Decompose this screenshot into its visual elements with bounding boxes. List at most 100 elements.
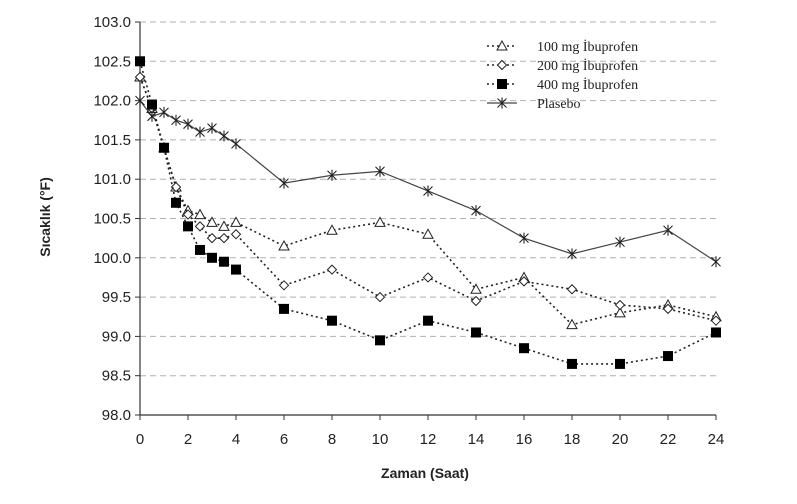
data-point xyxy=(615,358,625,369)
data-point xyxy=(567,358,577,369)
data-point xyxy=(423,185,433,197)
data-point xyxy=(159,142,169,153)
data-point xyxy=(663,224,673,236)
data-point xyxy=(519,232,529,244)
data-point xyxy=(219,256,229,267)
data-point xyxy=(422,272,434,283)
y-tick-label: 102.0 xyxy=(93,93,131,110)
series-line xyxy=(139,76,717,322)
legend-marker xyxy=(497,97,507,109)
y-tick-label: 99.0 xyxy=(102,328,131,345)
x-tick-label: 20 xyxy=(612,431,629,448)
x-tick-label: 22 xyxy=(660,431,677,448)
data-point xyxy=(171,197,181,208)
series-4 xyxy=(135,95,721,268)
data-point xyxy=(279,303,289,314)
data-point xyxy=(207,252,217,263)
y-tick-label: 100.5 xyxy=(93,211,131,228)
data-point xyxy=(327,315,337,326)
data-point xyxy=(218,220,230,231)
x-tick-label: 10 xyxy=(372,431,389,448)
data-point xyxy=(207,122,217,134)
x-tick-label: 2 xyxy=(184,431,192,448)
data-point xyxy=(194,208,206,220)
legend-label: Plasebo xyxy=(537,97,581,112)
data-point xyxy=(614,306,626,318)
legend-label: 100 mg İbuprofen xyxy=(537,39,638,55)
x-tick-label: 24 xyxy=(708,431,725,448)
data-point xyxy=(711,256,721,268)
data-point xyxy=(374,291,386,303)
x-tick-label: 12 xyxy=(420,431,437,448)
data-point xyxy=(147,110,157,122)
data-point xyxy=(147,99,157,110)
y-tick-label: 98.0 xyxy=(102,407,131,424)
data-point xyxy=(195,126,205,138)
axes: 98.0 98.5 99.0 99.5 100.0 100.5 101.0 101.5 102.… xyxy=(93,14,724,448)
legend-marker xyxy=(496,59,508,71)
data-point xyxy=(206,216,218,227)
data-point xyxy=(231,138,241,150)
legend-item: 400 mg İbuprofen xyxy=(487,77,638,93)
x-tick-label: 18 xyxy=(564,431,581,448)
legend-item: Plasebo xyxy=(487,97,581,112)
data-point xyxy=(471,327,481,338)
data-point xyxy=(278,239,290,251)
data-point xyxy=(134,71,146,83)
data-point xyxy=(615,236,625,248)
data-point xyxy=(194,221,206,232)
x-tick-label: 8 xyxy=(328,431,336,448)
data-point xyxy=(326,264,338,275)
data-point xyxy=(170,181,182,193)
x-tick-label: 14 xyxy=(468,431,485,448)
data-point xyxy=(230,216,242,227)
data-point xyxy=(231,264,241,275)
series-3 xyxy=(135,56,721,369)
y-tick-label: 101.0 xyxy=(93,171,131,188)
data-point xyxy=(219,130,229,142)
data-point xyxy=(327,169,337,181)
data-point xyxy=(279,177,289,189)
data-point xyxy=(518,276,530,287)
data-point xyxy=(662,303,674,315)
x-tick-label: 0 xyxy=(136,431,144,448)
data-point xyxy=(470,295,482,307)
legend-marker xyxy=(497,79,507,89)
y-tick-label: 103.0 xyxy=(93,14,131,31)
x-axis-title: Zaman (Saat) xyxy=(381,465,469,481)
y-tick-label: 99.5 xyxy=(102,289,131,306)
data-point xyxy=(374,216,386,227)
data-point xyxy=(375,165,385,177)
legend-item: 200 mg İbuprofen xyxy=(487,58,638,74)
data-point xyxy=(710,315,722,326)
data-point xyxy=(171,114,181,126)
y-tick-label: 100.0 xyxy=(93,250,131,267)
legend-label: 200 mg İbuprofen xyxy=(537,58,638,74)
y-tick-label: 101.5 xyxy=(93,132,131,149)
data-point xyxy=(614,299,626,311)
data-point xyxy=(195,244,205,255)
legend-label: 400 mg İbuprofen xyxy=(537,77,638,93)
data-point xyxy=(218,232,230,244)
series-layer xyxy=(134,56,722,369)
data-point xyxy=(326,224,338,235)
data-point xyxy=(278,280,290,291)
data-point xyxy=(663,351,673,362)
data-point xyxy=(422,228,434,239)
data-point xyxy=(566,284,578,295)
y-tick-label: 102.5 xyxy=(93,53,131,70)
y-tick-label: 98.5 xyxy=(102,368,131,385)
data-point xyxy=(206,232,218,244)
data-point xyxy=(566,318,578,330)
data-point xyxy=(470,283,482,294)
data-point xyxy=(135,95,145,107)
legend-item: 100 mg İbuprofen xyxy=(487,39,638,55)
data-point xyxy=(567,248,577,260)
x-tick-label: 16 xyxy=(516,431,533,448)
data-point xyxy=(519,343,529,354)
data-point xyxy=(471,205,481,217)
x-tick-label: 4 xyxy=(232,431,240,448)
series-1 xyxy=(134,70,722,330)
